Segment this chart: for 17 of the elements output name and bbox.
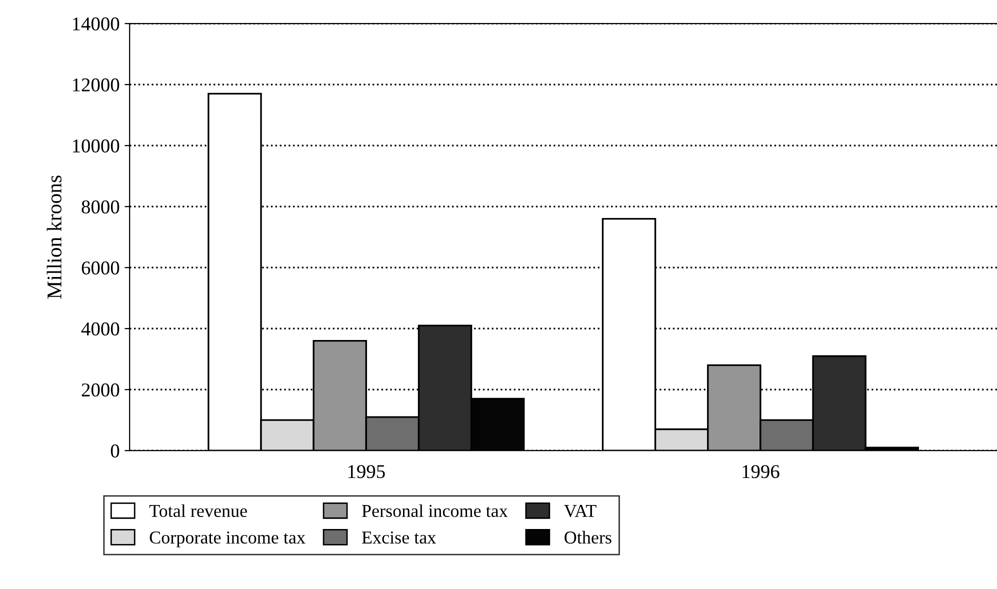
x-tick-label: 1996 [742,465,780,478]
y-tick-label: 2000 [82,383,120,397]
legend-label: Corporate income tax [150,531,306,548]
y-tick-label: 6000 [82,261,120,275]
legend-label: Personal income tax [362,504,508,518]
y-tick-label: 12000 [72,78,120,92]
y-tick-label: 0 [110,444,120,458]
legend-label: VAT [564,504,596,518]
y-tick-label: 8000 [82,200,120,214]
y-tick-label: 10000 [72,139,120,153]
x-tick-label: 1995 [348,465,385,478]
y-axis-title: Million kroons [46,176,62,299]
y-tick-label: 4000 [81,322,120,336]
y-tick-label: 14000 [72,17,120,30]
legend-label: Excise tax [362,531,436,544]
legend-label: Others [564,530,612,544]
legend-label: Total revenue [149,504,247,518]
